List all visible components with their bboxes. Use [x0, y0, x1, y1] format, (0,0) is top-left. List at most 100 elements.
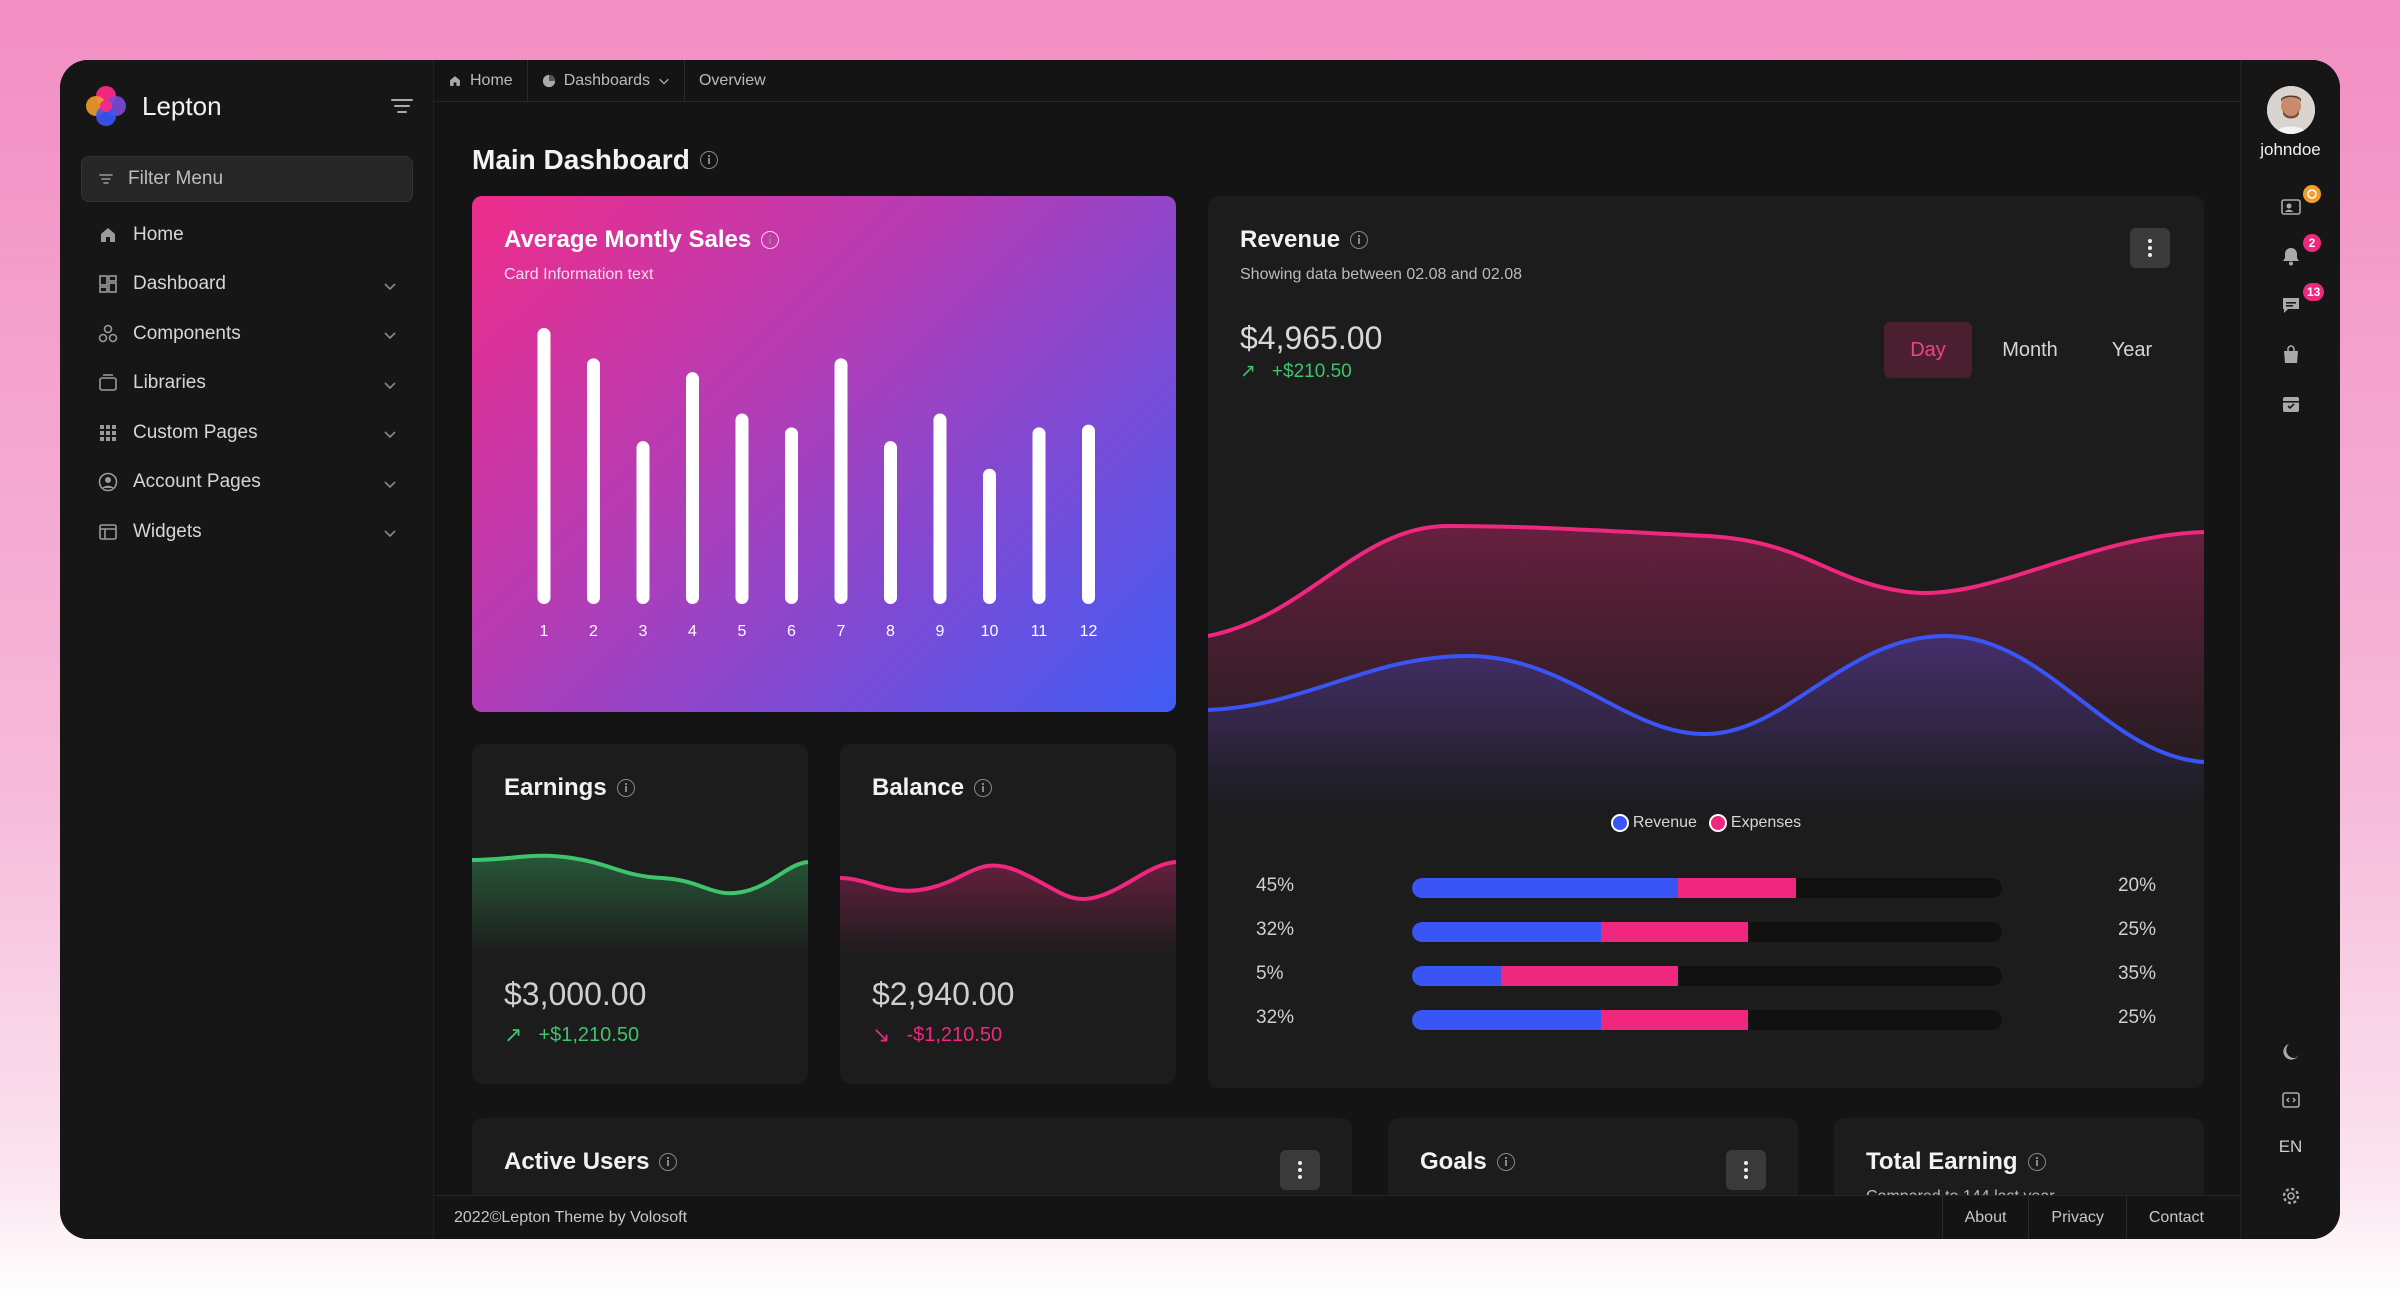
sales-bar[interactable] [735, 413, 749, 604]
active-users-title-text: Active Users [504, 1148, 650, 1175]
earnings-sparkline [472, 853, 808, 954]
legend-expenses-label: Expenses [1730, 814, 1802, 831]
progress-right-value: 20% [2117, 875, 2156, 896]
info-icon[interactable] [616, 779, 635, 797]
app-name: Lepton [142, 90, 222, 121]
revenue-more-button[interactable] [2130, 228, 2170, 268]
filter-menu-input[interactable]: Filter Menu [81, 156, 413, 202]
breadcrumb-dashboards-label: Dashboards [563, 71, 650, 89]
sales-bar[interactable] [587, 358, 600, 604]
info-icon[interactable] [699, 151, 718, 169]
revenue-subtitle: Showing data between 02.08 and 02.08 [1240, 266, 1523, 283]
sales-bar[interactable] [884, 441, 897, 604]
dashboard-icon [97, 273, 119, 295]
chevron-down-icon [383, 425, 397, 447]
sales-x-tick-label: 11 [1031, 623, 1048, 640]
sales-bar[interactable] [686, 372, 699, 604]
dark-mode-icon[interactable] [2279, 1040, 2303, 1064]
period-year-button[interactable]: Year [2111, 338, 2153, 361]
progress-track [1412, 878, 2002, 898]
sidebar-item-label: Components [133, 322, 241, 344]
bell-icon[interactable]: 2 [2279, 232, 2323, 268]
footer-about-link[interactable]: About [1941, 1196, 2029, 1239]
sidebar-item-label: Home [133, 223, 184, 245]
sidebar-item-libraries[interactable]: Libraries [81, 359, 413, 409]
sales-bar[interactable] [785, 427, 798, 604]
progress-left-value: 5% [1256, 963, 1284, 984]
home-icon [450, 75, 460, 86]
sidebar-item-home[interactable]: Home [81, 210, 413, 260]
chat-icon[interactable]: 13 [2279, 281, 2327, 317]
footer-vendor-link[interactable]: Volosoft [630, 1208, 688, 1226]
sales-bar-chart: 1 2 3 4 5 6 7 8 9 10 11 12 [537, 328, 1098, 640]
footer-contact-link[interactable]: Contact [2125, 1196, 2226, 1239]
sales-bar[interactable] [1082, 424, 1095, 604]
earnings-card: Earnings $3,000.00 ↗ +$1,210.50 [472, 744, 808, 1084]
legend-expenses-swatch [1708, 814, 1727, 832]
sales-x-tick-label: 8 [886, 623, 895, 640]
revenue-title-text: Revenue [1240, 226, 1341, 253]
progress-left-value: 45% [1256, 875, 1295, 896]
goals-more-button[interactable] [1726, 1150, 1766, 1190]
info-icon[interactable] [761, 231, 780, 249]
user-circle-icon [97, 471, 119, 493]
sales-bar[interactable] [933, 413, 947, 604]
breadcrumb-dashboards[interactable]: Dashboards [528, 60, 685, 102]
calendar-icon[interactable] [2279, 392, 2303, 416]
sales-x-tick-label: 7 [837, 623, 846, 640]
progress-revenue-fill [1412, 922, 1601, 942]
info-icon[interactable] [1496, 1153, 1515, 1171]
notifications-badge: 2 [2301, 232, 2323, 254]
profile-card-icon[interactable] [2279, 183, 2323, 219]
sales-card-title: Average Montly Sales [504, 226, 780, 254]
logo-row[interactable]: Lepton [84, 84, 414, 128]
footer-privacy-link[interactable]: Privacy [2028, 1196, 2125, 1239]
sidebar-item-custom-pages[interactable]: Custom Pages [81, 408, 413, 458]
language-selector[interactable]: EN [2278, 1137, 2303, 1156]
legend-revenue[interactable]: Revenue [1610, 814, 1697, 832]
breadcrumb-home[interactable]: Home [434, 60, 528, 102]
period-month-button[interactable]: Month [2002, 338, 2058, 361]
info-icon[interactable] [2027, 1153, 2046, 1171]
sidebar-item-widgets[interactable]: Widgets [81, 507, 413, 557]
sales-bar[interactable] [537, 328, 551, 604]
sidebar-item-dashboard[interactable]: Dashboard [81, 260, 413, 310]
progress-revenue-fill [1412, 1010, 1601, 1030]
right-toolbar: johndoe 2 13 EN [2240, 60, 2340, 1239]
revenue-delta: ↗ +$210.50 [1240, 360, 1352, 383]
avatar[interactable] [2267, 86, 2315, 134]
grid-icon [97, 422, 119, 444]
sales-x-tick-label: 12 [1080, 623, 1098, 640]
period-toggle: Day Month Year [1884, 322, 2190, 378]
sales-bar[interactable] [636, 441, 650, 604]
period-day-button[interactable]: Day [1884, 322, 1972, 378]
progress-right-value: 25% [2117, 919, 2156, 940]
balance-delta: ↘ -$1,210.50 [872, 1022, 1002, 1048]
settings-gear-icon[interactable] [2279, 1184, 2303, 1208]
breadcrumb-home-label: Home [470, 71, 513, 89]
widgets-icon [97, 521, 119, 543]
chevron-down-icon [383, 376, 397, 398]
progress-row: 32% 25% [1208, 917, 2204, 947]
revenue-amount: $4,965.00 [1240, 320, 1383, 356]
sales-bar[interactable] [983, 468, 996, 604]
info-icon[interactable] [974, 779, 993, 797]
balance-card: Balance $2,940.00 ↘ -$1,210.50 [840, 744, 1176, 1084]
menu-toggle-icon[interactable] [390, 94, 414, 118]
info-icon[interactable] [659, 1153, 678, 1171]
active-users-more-button[interactable] [1280, 1150, 1320, 1190]
sales-bar[interactable] [1032, 427, 1046, 604]
sidebar-item-account-pages[interactable]: Account Pages [81, 458, 413, 508]
sidebar-item-components[interactable]: Components [81, 309, 413, 359]
info-icon[interactable] [1350, 231, 1369, 249]
sales-bar[interactable] [834, 358, 848, 604]
progress-expenses-fill [1500, 966, 1678, 986]
revenue-area-chart [1208, 523, 2204, 816]
footer-theme-link[interactable]: Lepton Theme [501, 1208, 605, 1226]
chevron-down-icon [659, 78, 669, 85]
shopping-bag-icon[interactable] [2279, 343, 2303, 367]
legend-expenses[interactable]: Expenses [1708, 814, 1802, 832]
sales-x-tick-label: 3 [639, 623, 648, 640]
goals-title: Goals [1420, 1148, 1515, 1176]
code-icon[interactable] [2279, 1088, 2303, 1112]
